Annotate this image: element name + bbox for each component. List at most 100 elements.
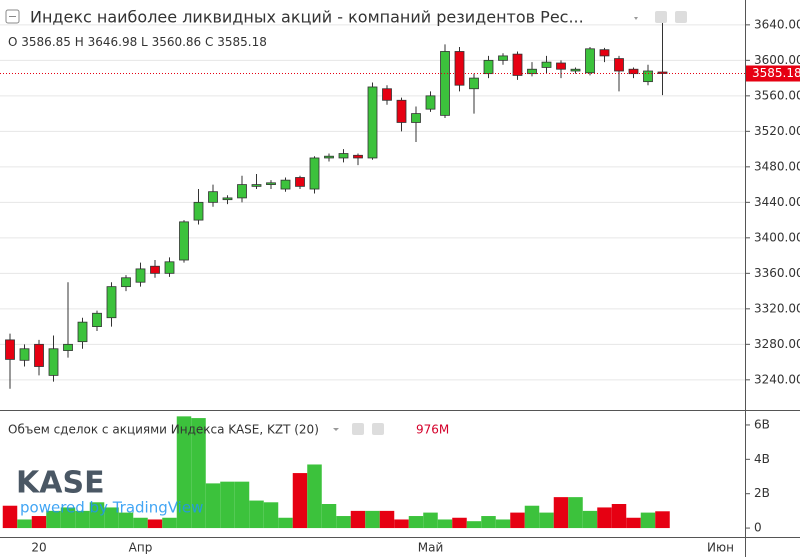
volume-bar: [655, 511, 670, 529]
volume-bar: [597, 507, 612, 529]
volume-bar: [365, 510, 380, 529]
candle-body: [353, 154, 363, 159]
volume-bar: [104, 507, 119, 529]
volume-bar: [539, 512, 554, 529]
last-price-box: [746, 65, 800, 82]
y-tick-label: 3320.00: [754, 301, 800, 315]
y-tick-label: 4B: [754, 452, 770, 466]
volume-bar: [524, 505, 540, 529]
candle-body: [469, 77, 479, 90]
candle-body: [411, 113, 421, 123]
candle-body: [179, 221, 189, 261]
volume-bar: [75, 510, 90, 529]
volume-bar: [568, 497, 583, 529]
x-tick-label: 20: [31, 541, 46, 555]
y-tick-label: 3560.00: [754, 88, 800, 102]
hide-icon[interactable]: [675, 11, 687, 23]
volume-bar: [640, 512, 656, 529]
x-tick-label: Апр: [129, 541, 153, 555]
y-tick-label: 3480.00: [754, 159, 800, 173]
candle-body: [208, 191, 218, 203]
y-tick-label: 3520.00: [754, 124, 800, 138]
y-tick-label: 3600.00: [754, 53, 800, 67]
settings-icon[interactable]: [655, 11, 667, 23]
volume-bar: [336, 516, 351, 529]
candle-body: [295, 177, 305, 187]
volume-bar: [2, 505, 18, 529]
candle-body: [164, 261, 175, 274]
legend-value: 3560.86: [152, 35, 202, 49]
volume-bar: [234, 481, 250, 529]
candle-body: [266, 182, 276, 185]
candle-body: [599, 49, 610, 57]
y-tick-label: 3400.00: [754, 230, 800, 244]
watermark-text: powered by TradingView: [20, 499, 203, 517]
chart-title: Индекс наиболее ликвидных акций - компан…: [30, 8, 584, 27]
y-tick-label: 3640.00: [754, 17, 800, 31]
y-tick-label: 3360.00: [754, 266, 800, 280]
legend-label: C: [205, 35, 213, 49]
candle-body: [556, 62, 566, 70]
menu-arrow[interactable]: [634, 17, 638, 20]
y-tick-label: 6B: [754, 417, 770, 431]
x-tick-label: Июн: [707, 541, 734, 555]
candle-body: [454, 51, 465, 86]
candle-body: [382, 88, 392, 101]
marks: [0, 18, 745, 529]
candle-body: [309, 157, 320, 190]
y-tick-label: 3280.00: [754, 337, 800, 351]
watermark-logo: KASE: [16, 466, 105, 501]
volume-bar: [423, 512, 438, 529]
volume-value-label: 976M: [416, 423, 449, 437]
candle-body: [106, 286, 117, 319]
candle-body: [614, 58, 624, 72]
candle-body: [483, 59, 494, 75]
y-tick-label: 3240.00: [754, 372, 800, 386]
candle-body: [498, 55, 508, 61]
volume-bar: [249, 500, 264, 529]
candle-body: [193, 201, 204, 221]
volume-bar: [17, 519, 32, 529]
menu-arrow[interactable]: [333, 428, 339, 431]
last-price-label: 3585.18: [752, 66, 800, 80]
candle-body: [367, 86, 378, 159]
collapse-icon[interactable]: [5, 9, 20, 24]
volume-bar: [278, 517, 293, 529]
candle-body: [237, 184, 247, 199]
volume-bar: [89, 502, 105, 529]
candle-body: [657, 71, 668, 74]
settings-icon[interactable]: [352, 423, 364, 435]
candle-body: [63, 343, 73, 351]
volume-bar: [495, 519, 511, 529]
volume-bar: [118, 512, 134, 529]
y-tick-label: 2B: [754, 486, 770, 500]
candle-body: [643, 70, 653, 83]
volume-bar: [481, 516, 496, 529]
volume-bar: [205, 483, 221, 529]
candle-body: [628, 68, 639, 75]
volume-bar: [191, 418, 206, 529]
volume-bar: [394, 519, 409, 529]
volume-bar: [162, 517, 177, 529]
volume-bar: [220, 481, 235, 529]
candle-body: [396, 99, 407, 123]
candle-body: [150, 265, 160, 274]
volume-bar: [408, 516, 424, 529]
hide-icon[interactable]: [372, 423, 384, 435]
ohlc-legend: O 3586.85 H 3646.98 L 3560.86 C 3585.18: [8, 35, 267, 49]
legend-value: 3586.85: [21, 35, 71, 49]
volume-bar: [263, 502, 279, 529]
volume-bar: [307, 464, 322, 529]
candle-body: [48, 348, 59, 376]
candle-body: [5, 339, 15, 360]
candle-body: [77, 321, 88, 343]
candle-body: [222, 197, 233, 201]
volume-bar: [452, 517, 467, 529]
candle-body: [338, 153, 349, 159]
legend-label: L: [141, 35, 148, 49]
volume-bar: [379, 510, 395, 529]
volume-bar: [147, 519, 163, 529]
candle-body: [280, 179, 291, 190]
